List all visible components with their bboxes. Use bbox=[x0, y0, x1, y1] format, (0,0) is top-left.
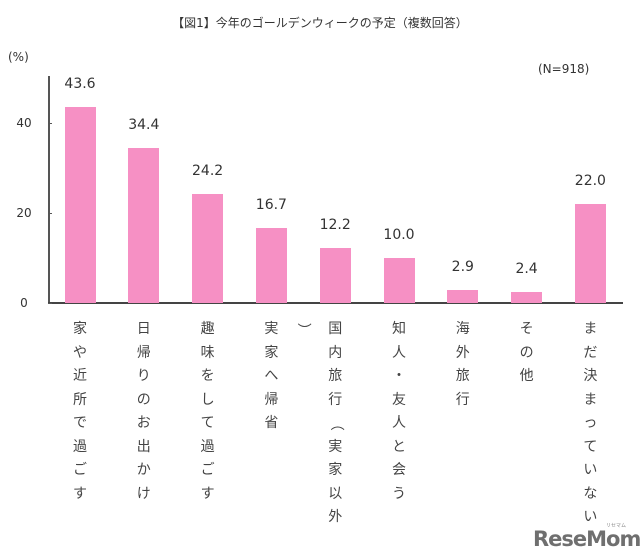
y-tick-mark bbox=[48, 213, 52, 214]
bar-value-label: 2.9 bbox=[451, 258, 474, 275]
resemom-watermark-ruby: リセマム bbox=[606, 523, 627, 529]
category-label: 知人・友人と会う bbox=[392, 321, 406, 502]
bar-value-label: 12.2 bbox=[319, 217, 351, 234]
bar bbox=[64, 106, 96, 303]
category-label: 趣味をして過ごす bbox=[200, 321, 215, 502]
x-axis-line bbox=[48, 302, 623, 304]
y-tick-label: 0 bbox=[20, 296, 28, 310]
chart-title: 【図1】今年のゴールデンウィークの予定（複数回答） bbox=[172, 16, 468, 30]
bar-value-label: 22.0 bbox=[574, 173, 606, 189]
category-label: 実家へ帰省 bbox=[264, 321, 279, 431]
bar bbox=[383, 258, 415, 303]
bar bbox=[255, 227, 287, 303]
y-axis-line bbox=[48, 76, 50, 304]
bar bbox=[574, 204, 606, 303]
bar-value-label: 10.0 bbox=[383, 227, 415, 243]
bar-value-label: 2.4 bbox=[515, 261, 538, 278]
bar bbox=[511, 292, 543, 303]
bar-value-label: 43.6 bbox=[64, 75, 96, 92]
category-label: 家や近所で過ごす bbox=[73, 321, 87, 502]
y-axis-unit-label: (%) bbox=[8, 50, 29, 64]
y-tick-mark bbox=[48, 123, 52, 124]
bar-value-label: 34.4 bbox=[128, 117, 160, 134]
y-tick-label: 20 bbox=[16, 206, 32, 220]
category-label: ） bbox=[294, 322, 311, 337]
bar bbox=[192, 194, 224, 303]
category-label: 国内旅行（実家以外 bbox=[327, 321, 344, 525]
bar-value-label: 16.7 bbox=[255, 196, 287, 213]
category-label: 日帰りのお出かけ bbox=[136, 321, 151, 502]
category-label: まだ決まっていない bbox=[583, 321, 598, 525]
y-tick-mark bbox=[48, 303, 52, 304]
sample-size-annotation: (N=918) bbox=[538, 62, 590, 76]
bar bbox=[319, 248, 351, 303]
resemom-watermark-logo: ReseMom. bbox=[533, 527, 640, 551]
bar bbox=[447, 289, 479, 303]
bar bbox=[128, 148, 160, 303]
category-label: その他 bbox=[519, 321, 534, 384]
category-label: 海外旅行 bbox=[455, 321, 470, 408]
bar-value-label: 24.2 bbox=[192, 163, 224, 180]
y-tick-label: 40 bbox=[16, 116, 32, 130]
